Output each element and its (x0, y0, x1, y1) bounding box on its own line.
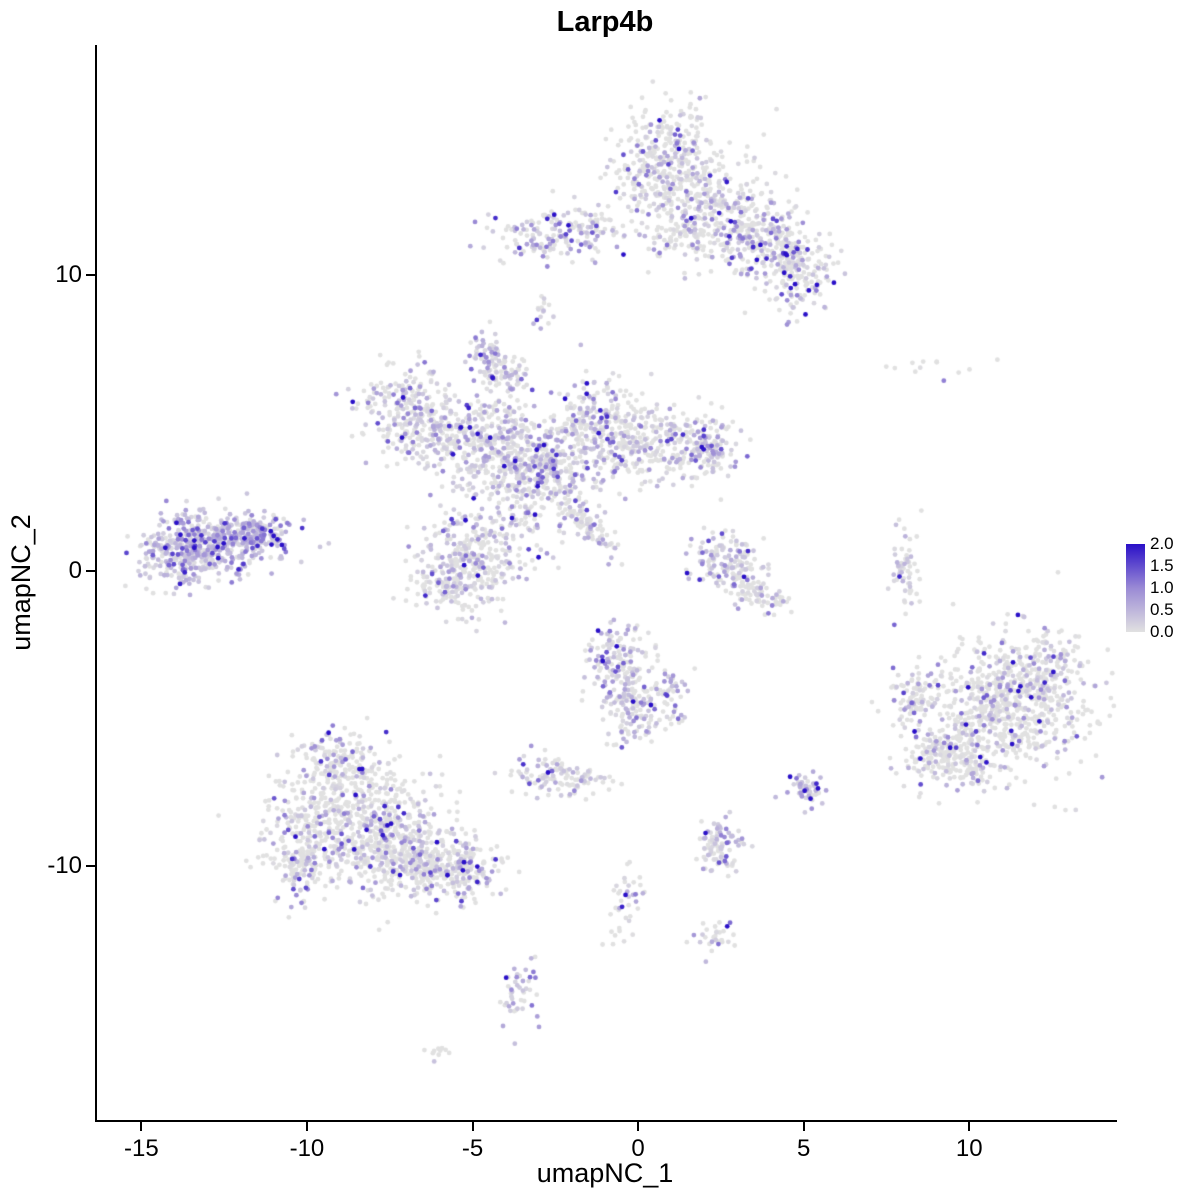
plot-title: Larp4b (556, 6, 654, 38)
x-tick-mark (968, 1122, 971, 1131)
x-tick-label: 5 (797, 1135, 811, 1162)
y-tick-label: 10 (55, 261, 82, 289)
x-tick-label: 10 (955, 1135, 983, 1162)
x-tick-mark (471, 1122, 474, 1131)
x-tick-label: -10 (289, 1135, 325, 1162)
legend-tick-label: 0.5 (1150, 600, 1174, 619)
x-axis-label: umapNC_1 (536, 1158, 674, 1188)
plot-panel (95, 45, 1117, 1122)
legend-tick-label: 1.5 (1150, 556, 1174, 575)
x-tick-mark (305, 1122, 308, 1131)
x-tick-label: 0 (631, 1135, 645, 1162)
y-tick-label: 0 (68, 556, 82, 584)
x-tick-mark (802, 1122, 805, 1131)
y-tick-mark (86, 865, 95, 868)
scatter-canvas (97, 45, 1117, 1120)
legend-gradient-bar (1126, 544, 1145, 632)
x-tick-mark (140, 1122, 143, 1131)
x-tick-label: -15 (124, 1135, 159, 1162)
y-tick-mark (86, 274, 95, 277)
legend-tick-label: 1.0 (1150, 578, 1174, 597)
legend-tick-label: 2.0 (1150, 534, 1174, 553)
y-tick-mark (86, 569, 95, 572)
legend-tick-label: 0.0 (1150, 622, 1174, 641)
expression-legend: 2.0 1.5 1.0 0.5 0.0 (1126, 534, 1200, 641)
y-tick-label: -10 (47, 852, 82, 880)
x-tick-mark (637, 1122, 640, 1131)
x-tick-label: -5 (461, 1135, 484, 1162)
